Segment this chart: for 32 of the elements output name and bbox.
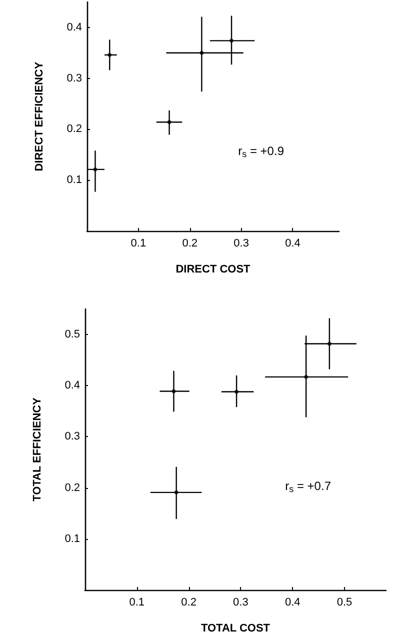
y-tick-label: 0.5 — [64, 328, 80, 341]
point — [234, 390, 239, 394]
x-tick-label: 0.3 — [234, 238, 249, 250]
y-axis-title: DIRECT EFFICIENCY — [34, 61, 46, 172]
y-axis-title: TOTAL EFFICIENCY — [32, 396, 44, 502]
y-tick-label: 0.1 — [64, 532, 80, 545]
x-tick-label: 0.2 — [181, 596, 196, 608]
point — [167, 120, 172, 124]
y-tick-label: 0.2 — [66, 123, 82, 136]
x-tick-label: 0.1 — [130, 238, 146, 250]
point — [93, 167, 98, 172]
point — [230, 38, 234, 43]
point — [327, 342, 332, 346]
point — [304, 374, 308, 379]
x-tick-label: 0.2 — [182, 238, 198, 250]
point — [174, 490, 178, 494]
y-tick-label: 0.2 — [64, 482, 80, 494]
y-tick-label: 0.4 — [64, 380, 80, 392]
y-tick-label: 0.4 — [66, 21, 82, 34]
y-tick-label: 0.3 — [66, 72, 82, 84]
point — [200, 50, 204, 55]
x-axis-title: TOTAL COST — [200, 622, 270, 634]
point — [108, 52, 112, 57]
x-tick-label: 0.3 — [233, 596, 248, 608]
x-tick-label: 0.5 — [336, 596, 352, 608]
x-tick-label: 0.4 — [284, 596, 300, 608]
y-tick-label: 0.1 — [66, 174, 82, 186]
x-tick-label: 0.4 — [285, 238, 300, 250]
y-tick-label: 0.3 — [64, 430, 80, 443]
x-tick-label: 0.1 — [129, 596, 145, 608]
x-axis-title: DIRECT COST — [176, 264, 251, 276]
point — [172, 389, 176, 394]
